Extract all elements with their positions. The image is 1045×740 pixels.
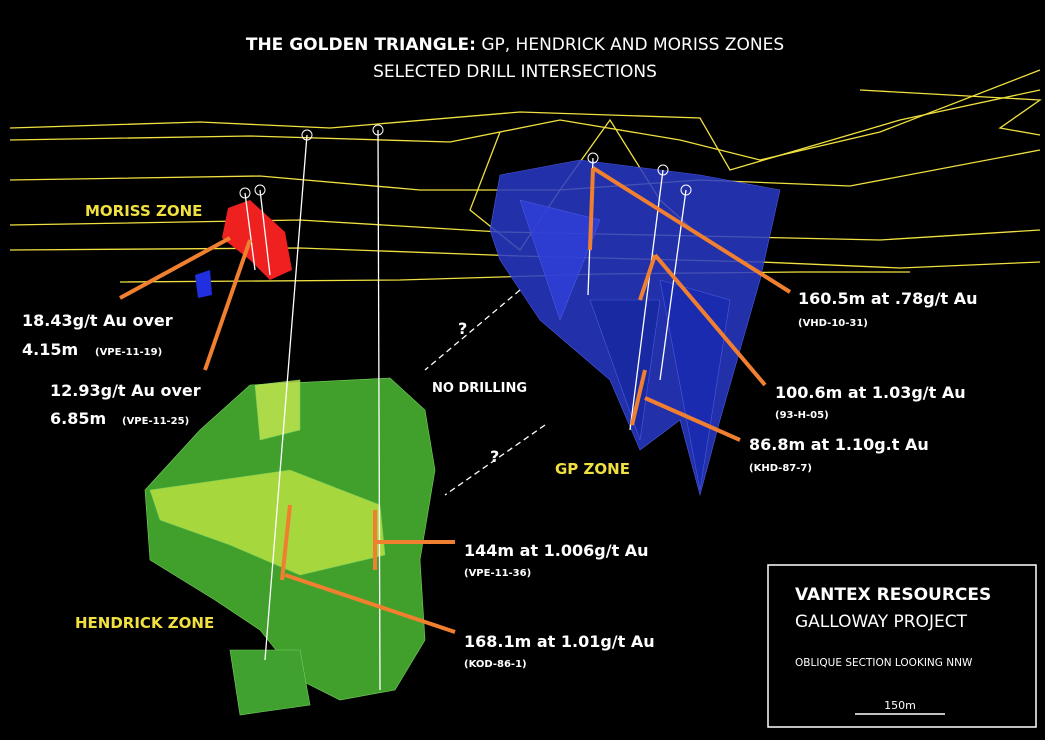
hole-id: (VPE-11-25) <box>122 416 189 427</box>
intersection-grade: 100.6m at 1.03g/t Au <box>775 383 966 402</box>
zone-label: HENDRICK ZONE <box>75 614 214 632</box>
intersection-grade: 6.85m <box>50 409 106 428</box>
diagram: THE GOLDEN TRIANGLE: GP, HENDRICK AND MO… <box>0 0 1045 740</box>
intersection-grade: 12.93g/t Au over <box>50 381 201 400</box>
hole-id: (KOD-86-1) <box>464 659 527 670</box>
intersection-grade: 160.5m at .78g/t Au <box>798 289 978 308</box>
zone-label: MORISS ZONE <box>85 202 202 220</box>
no-drilling: NO DRILLING <box>432 381 527 396</box>
question-mark: ? <box>490 447 499 466</box>
hole-id: (93-H-05) <box>775 410 829 421</box>
intersection-grade: 18.43g/t Au over <box>22 311 173 330</box>
zone-label: GP ZONE <box>555 460 630 478</box>
project: GALLOWAY PROJECT <box>795 612 968 632</box>
title-rest: GP, HENDRICK AND MORISS ZONES <box>476 35 784 55</box>
title: THE GOLDEN TRIANGLE: GP, HENDRICK AND MO… <box>246 35 784 55</box>
hole-id: (VPE-11-19) <box>95 347 162 358</box>
intersection-grade: 4.15m <box>22 340 78 359</box>
company: VANTEX RESOURCES <box>795 585 991 605</box>
hole-id: (VPE-11-36) <box>464 568 531 579</box>
question-mark: ? <box>458 319 467 338</box>
hole-id: (VHD-10-31) <box>798 318 868 329</box>
hole-id: (KHD-87-7) <box>749 463 812 474</box>
intersection-grade: 86.8m at 1.10g.t Au <box>749 435 929 454</box>
intersection-grade: 168.1m at 1.01g/t Au <box>464 632 655 651</box>
intersection-grade: 144m at 1.006g/t Au <box>464 541 649 560</box>
section-note: OBLIQUE SECTION LOOKING NNW <box>795 657 973 669</box>
subtitle: SELECTED DRILL INTERSECTIONS <box>373 62 657 82</box>
title-bold: THE GOLDEN TRIANGLE: <box>246 35 476 55</box>
scale-label: 150m <box>884 699 916 712</box>
